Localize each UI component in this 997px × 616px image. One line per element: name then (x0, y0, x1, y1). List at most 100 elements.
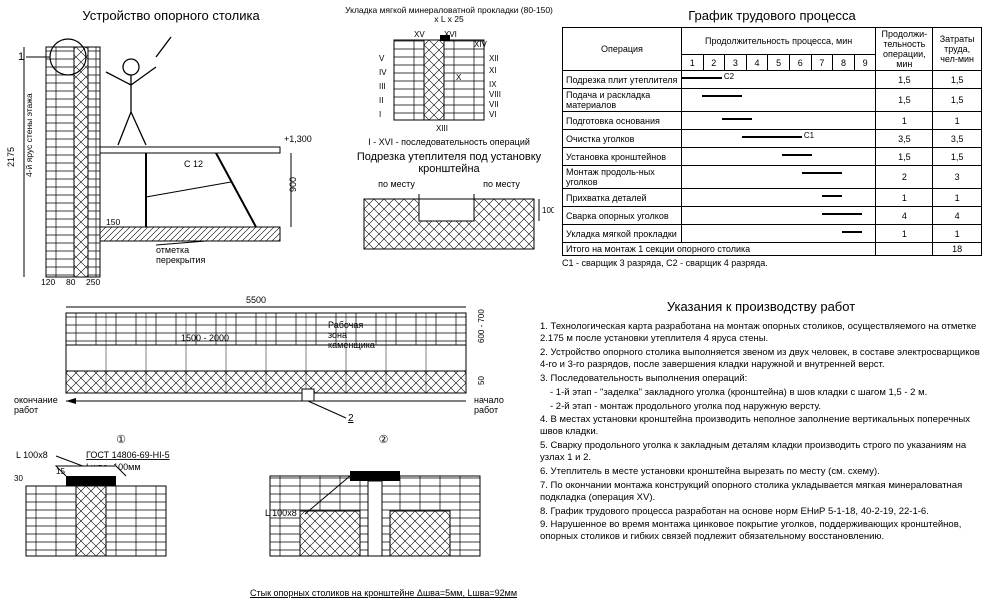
slab-label: отметка (156, 245, 189, 255)
svg-text:XIII: XIII (436, 124, 448, 133)
left-diagram: Устройство опорного столика (6, 6, 336, 287)
svg-text:600 - 700: 600 - 700 (477, 309, 486, 343)
gantt-cell (681, 225, 875, 243)
dur-cell: 1 (876, 189, 933, 207)
instruction-item: 3. Последовательность выполнения операци… (540, 373, 986, 385)
svg-text:120: 120 (41, 277, 55, 287)
labor-cell: 4 (933, 207, 982, 225)
gantt-cell (681, 89, 875, 112)
th-min: 2 (703, 55, 725, 71)
th-min: 3 (725, 55, 747, 71)
svg-text:X: X (456, 73, 462, 82)
th-labor: Затраты труда, чел-мин (933, 28, 982, 71)
instruction-item: - 1-й этап - "заделка" закладного уголка… (540, 387, 986, 399)
gantt-cell (681, 207, 875, 225)
table-row: Укладка мягкой прокладки11 (563, 225, 982, 243)
th-min: 8 (833, 55, 855, 71)
table-row: Прихватка деталей11 (563, 189, 982, 207)
mid2-l: по месту (378, 179, 415, 189)
instructions-region: Указания к производству работ 1. Техноло… (536, 293, 986, 598)
svg-text:перекрытия: перекрытия (156, 255, 205, 265)
svg-text:250: 250 (86, 277, 100, 287)
total-row-op: Итого на монтаж 1 секции опорного столик… (563, 243, 876, 256)
left-title: Устройство опорного столика (6, 8, 336, 23)
mid2-r: по месту (483, 179, 520, 189)
dur-cell: 1,5 (876, 148, 933, 166)
svg-text:15: 15 (56, 467, 65, 476)
plan-svg: 5500 1500 - 2000 Рабочая зона ка (6, 293, 526, 433)
table-row: Установка кронштейнов 1,51,5 (563, 148, 982, 166)
op-cell: Укладка мягкой прокладки (563, 225, 682, 243)
sequence-svg: I II III IV V VI VII VIII IX X XI XII XI… (344, 25, 554, 135)
svg-text:80: 80 (66, 277, 76, 287)
svg-text:XVI: XVI (444, 30, 457, 39)
instruction-item: 6. Утеплитель в месте установки кронштей… (540, 466, 986, 478)
dur-cell: 1 (876, 225, 933, 243)
right-title: График трудового процесса (562, 8, 982, 23)
labor-cell: 1,5 (933, 89, 982, 112)
svg-text:работ: работ (14, 405, 38, 415)
gantt-cell (681, 148, 875, 166)
th-dur: Продолжительность процесса, мин (681, 28, 875, 55)
svg-text:работ: работ (474, 405, 498, 415)
svg-text:XIV: XIV (474, 40, 488, 49)
svg-text:150: 150 (106, 217, 120, 227)
gantt-table-region: График трудового процесса Операция Продо… (562, 6, 982, 287)
op-cell: Подготовка основания (563, 112, 682, 130)
detail2-caption: Стык опорных столиков на кронштейне Δшва… (250, 588, 517, 598)
op-cell: Подача и раскладка материалов (563, 89, 682, 112)
svg-text:VI: VI (489, 110, 497, 119)
table-row: Подача и раскладка материалов 1,51,5 (563, 89, 982, 112)
svg-text:XI: XI (489, 66, 497, 75)
svg-text:1500 - 2000: 1500 - 2000 (181, 333, 229, 343)
op-cell: Прихватка деталей (563, 189, 682, 207)
svg-text:I: I (379, 110, 381, 119)
table-row: Монтаж продоль-ных уголков23 (563, 166, 982, 189)
labor-cell: 3,5 (933, 130, 982, 148)
svg-text:2175: 2175 (6, 147, 16, 167)
dur-cell: 3,5 (876, 130, 933, 148)
labor-cell: 1,5 (933, 71, 982, 89)
svg-text:L 100x8: L 100x8 (16, 450, 48, 460)
gantt-cell (681, 112, 875, 130)
gantt-cell (681, 166, 875, 189)
svg-text:II: II (379, 96, 383, 105)
plan-and-details: 5500 1500 - 2000 Рабочая зона ка (6, 293, 526, 598)
svg-text:IX: IX (489, 80, 497, 89)
labor-cell: 1,5 (933, 148, 982, 166)
svg-text:L 100x8: L 100x8 (265, 508, 297, 518)
op-cell: Установка кронштейнов (563, 148, 682, 166)
detail-1: ① L 100x8 ГОСТ 14806-69-НI-5 Lшва=100мм … (6, 433, 236, 598)
th-min: 7 (811, 55, 833, 71)
th-op: Операция (563, 28, 682, 71)
instruction-item: 8. График трудового процесса разработан … (540, 506, 986, 518)
mid1-title: Укладка мягкой минераловатной прокладки … (344, 6, 554, 25)
svg-text:Рабочая: Рабочая (328, 320, 363, 330)
mid2-title: Подрезка утеплителя под установку кроншт… (344, 151, 554, 175)
instruction-item: 9. Нарушенное во время монтажа цинковое … (540, 519, 986, 543)
instruction-item: 2. Устройство опорного столика выполняет… (540, 347, 986, 371)
table-row: Сварка опорных уголков44 (563, 207, 982, 225)
instr-title: Указания к производству работ (536, 299, 986, 315)
svg-text:XV: XV (414, 30, 425, 39)
op-cell: Очистка уголков (563, 130, 682, 148)
instruction-item: 7. По окончании монтажа конструкций опор… (540, 480, 986, 504)
svg-text:5500: 5500 (246, 295, 266, 305)
gantt-cell: С1 (681, 130, 875, 148)
svg-text:каменщика: каменщика (328, 340, 375, 350)
detail-2: ② L 100x8 Стык опорных столиков на кронш… (250, 433, 517, 598)
table-row: Подрезка плит утеплителяС21,51,5 (563, 71, 982, 89)
svg-text:VII: VII (489, 100, 499, 109)
svg-text:V: V (379, 54, 385, 63)
instruction-item: 5. Сварку продольного уголка к закладным… (540, 440, 986, 464)
dim-100: 100 (542, 206, 554, 215)
th-total: Продолжи-тельность операции, мин (876, 28, 933, 71)
total-val: 18 (933, 243, 982, 256)
cutout-svg: 100 (344, 189, 554, 259)
op-cell: Сварка опорных уголков (563, 207, 682, 225)
th-min: 6 (789, 55, 811, 71)
instruction-item: - 2-й этап - монтаж продольного уголка п… (540, 401, 986, 413)
svg-text:III: III (379, 82, 386, 91)
svg-text:900: 900 (288, 177, 298, 192)
dur-cell: 1,5 (876, 89, 933, 112)
